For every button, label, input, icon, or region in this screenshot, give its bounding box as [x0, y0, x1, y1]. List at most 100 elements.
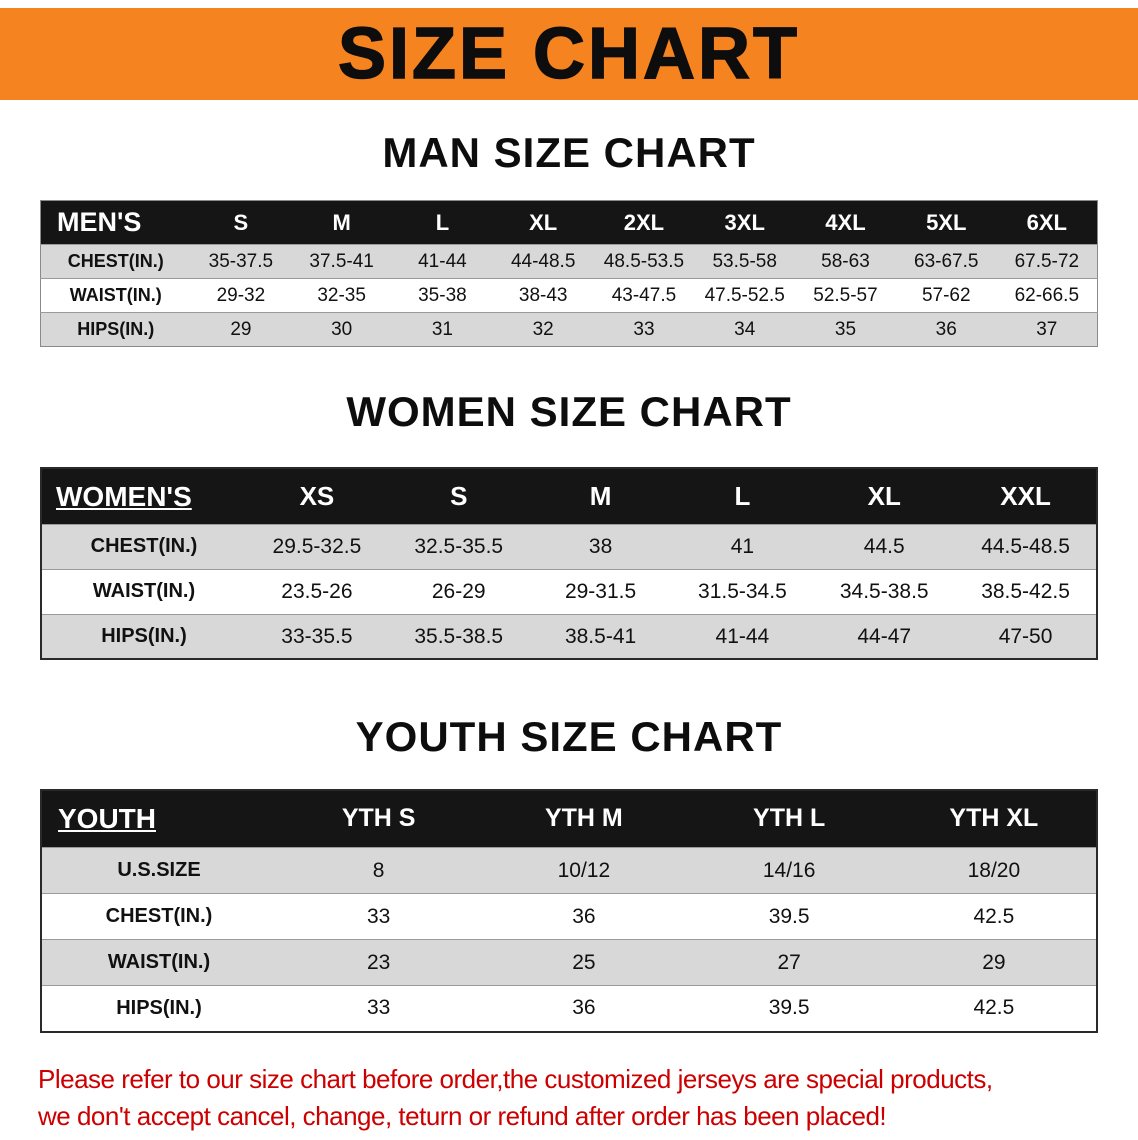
youth-size-header-xl: YTH XL: [949, 804, 1039, 833]
women-size-header-xs: XS: [299, 481, 335, 512]
size-cell: 18/20: [891, 847, 1097, 894]
size-cell: 33: [593, 312, 695, 347]
men-waist-row: WAIST(IN.) 29-32 32-35 35-38 38-43 43-47…: [40, 278, 1098, 313]
size-cell: 34.5-38.5: [813, 568, 956, 615]
men-size-header-5xl: 5XL: [926, 209, 967, 235]
page-title: SIZE CHART: [337, 14, 800, 94]
row-label: WAIST(IN.): [40, 278, 191, 313]
size-cell: 41: [671, 523, 814, 570]
youth-hips-row: HIPS(IN.) 33 36 39.5 42.5: [41, 985, 1097, 1032]
youth-ussize-row: U.S.SIZE 8 10/12 14/16 18/20: [41, 847, 1097, 894]
youth-size-header-s: YTH S: [341, 804, 416, 833]
size-cell: 25: [481, 939, 687, 986]
size-cell: 30: [291, 312, 393, 347]
size-cell: 14/16: [686, 847, 892, 894]
size-cell: 10/12: [481, 847, 687, 894]
youth-size-table: YOUTH YTH S YTH M YTH L YTH XL U.S.SIZE …: [40, 788, 1098, 1033]
youth-group-label: YOUTH: [58, 802, 156, 834]
women-chest-row: CHEST(IN.) 29.5-32.5 32.5-35.5 38 41 44.…: [41, 523, 1097, 570]
size-cell: 52.5-57: [795, 278, 896, 313]
row-label: U.S.SIZE: [41, 847, 276, 894]
size-cell: 36: [481, 985, 687, 1032]
women-waist-row: WAIST(IN.) 23.5-26 26-29 29-31.5 31.5-34…: [41, 568, 1097, 615]
size-cell: 39.5: [686, 985, 892, 1032]
women-size-header-s: S: [450, 481, 468, 512]
women-group-label: WOMEN'S: [56, 480, 192, 512]
size-cell: 43-47.5: [593, 278, 695, 313]
size-cell: 67.5-72: [996, 244, 1098, 279]
youth-chest-row: CHEST(IN.) 33 36 39.5 42.5: [41, 893, 1097, 940]
size-cell: 47.5-52.5: [694, 278, 796, 313]
men-hips-row: HIPS(IN.) 29 30 31 32 33 34 35 36 37: [40, 312, 1098, 347]
size-cell: 35-38: [392, 278, 493, 313]
women-section: WOMEN SIZE CHART WOMEN'S XS S M L XL XXL…: [0, 388, 1138, 661]
youth-section: YOUTH SIZE CHART YOUTH YTH S YTH M YTH L…: [0, 713, 1138, 1033]
size-cell: 57-62: [895, 278, 997, 313]
youth-size-header-l: YTH L: [753, 804, 826, 833]
size-cell: 23: [276, 939, 482, 986]
size-cell: 36: [895, 312, 997, 347]
size-cell: 44.5: [813, 523, 956, 570]
size-cell: 32.5-35.5: [387, 523, 530, 570]
row-label: CHEST(IN.): [41, 523, 246, 570]
women-size-header-m: M: [589, 481, 612, 512]
row-label: CHEST(IN.): [40, 244, 191, 279]
size-cell: 33-35.5: [246, 613, 388, 660]
men-size-header-l: L: [435, 209, 450, 235]
men-size-header-xl: XL: [529, 209, 558, 235]
men-size-header-6xl: 6XL: [1026, 209, 1067, 235]
men-size-table: MEN'S S M L XL 2XL 3XL 4XL 5XL 6XL CHEST…: [40, 200, 1098, 348]
row-label: CHEST(IN.): [41, 893, 276, 940]
men-chest-row: CHEST(IN.) 35-37.5 37.5-41 41-44 44-48.5…: [40, 244, 1098, 279]
size-cell: 29: [190, 312, 292, 347]
size-cell: 32-35: [291, 278, 393, 313]
size-cell: 35.5-38.5: [387, 613, 530, 660]
disclaimer-line-1: Please refer to our size chart before or…: [38, 1063, 993, 1094]
size-cell: 32: [492, 312, 594, 347]
women-size-header-xl: XL: [867, 481, 901, 512]
man-size-chart-heading: MAN SIZE CHART: [382, 129, 756, 176]
row-label: HIPS(IN.): [41, 985, 276, 1032]
size-cell: 63-67.5: [895, 244, 997, 279]
size-cell: 47-50: [955, 613, 1097, 660]
size-cell: 39.5: [686, 893, 892, 940]
size-cell: 53.5-58: [694, 244, 796, 279]
size-cell: 37.5-41: [291, 244, 393, 279]
women-size-header-xxl: XXL: [1000, 481, 1051, 512]
size-cell: 8: [276, 847, 482, 894]
size-cell: 44-48.5: [492, 244, 594, 279]
women-hips-row: HIPS(IN.) 33-35.5 35.5-38.5 38.5-41 41-4…: [41, 613, 1097, 660]
youth-size-header-m: YTH M: [544, 804, 623, 833]
size-cell: 42.5: [891, 893, 1097, 940]
women-size-header-l: L: [734, 481, 751, 512]
size-cell: 27: [686, 939, 892, 986]
size-cell: 29-32: [190, 278, 292, 313]
men-size-header-2xl: 2XL: [623, 209, 665, 235]
men-size-header-s: S: [233, 209, 249, 235]
women-size-table: WOMEN'S XS S M L XL XXL CHEST(IN.) 29.5-…: [40, 467, 1098, 661]
size-cell: 38.5-42.5: [955, 568, 1097, 615]
size-cell: 31: [392, 312, 493, 347]
size-cell: 38-43: [492, 278, 594, 313]
size-cell: 41-44: [392, 244, 493, 279]
men-size-header-3xl: 3XL: [724, 209, 765, 235]
disclaimer-line-2: we don't accept cancel, change, teturn o…: [38, 1101, 887, 1132]
size-cell: 42.5: [891, 985, 1097, 1032]
size-cell: 58-63: [795, 244, 896, 279]
size-cell: 41-44: [671, 613, 814, 660]
size-cell: 35: [795, 312, 896, 347]
size-chart-banner: SIZE CHART: [0, 8, 1138, 100]
size-cell: 36: [481, 893, 687, 940]
size-cell: 44-47: [813, 613, 956, 660]
size-cell: 29: [891, 939, 1097, 986]
row-label: WAIST(IN.): [41, 939, 276, 986]
row-label: HIPS(IN.): [41, 613, 246, 660]
size-cell: 31.5-34.5: [671, 568, 814, 615]
women-header-row: WOMEN'S XS S M L XL XXL: [41, 468, 1097, 525]
youth-size-chart-heading: YOUTH SIZE CHART: [355, 713, 783, 761]
men-size-header-m: M: [332, 209, 351, 235]
men-section: MAN SIZE CHART MEN'S S M L XL 2XL 3XL 4X…: [0, 129, 1138, 348]
size-cell: 34: [694, 312, 796, 347]
size-cell: 38: [529, 523, 672, 570]
women-size-chart-heading: WOMEN SIZE CHART: [346, 388, 792, 436]
